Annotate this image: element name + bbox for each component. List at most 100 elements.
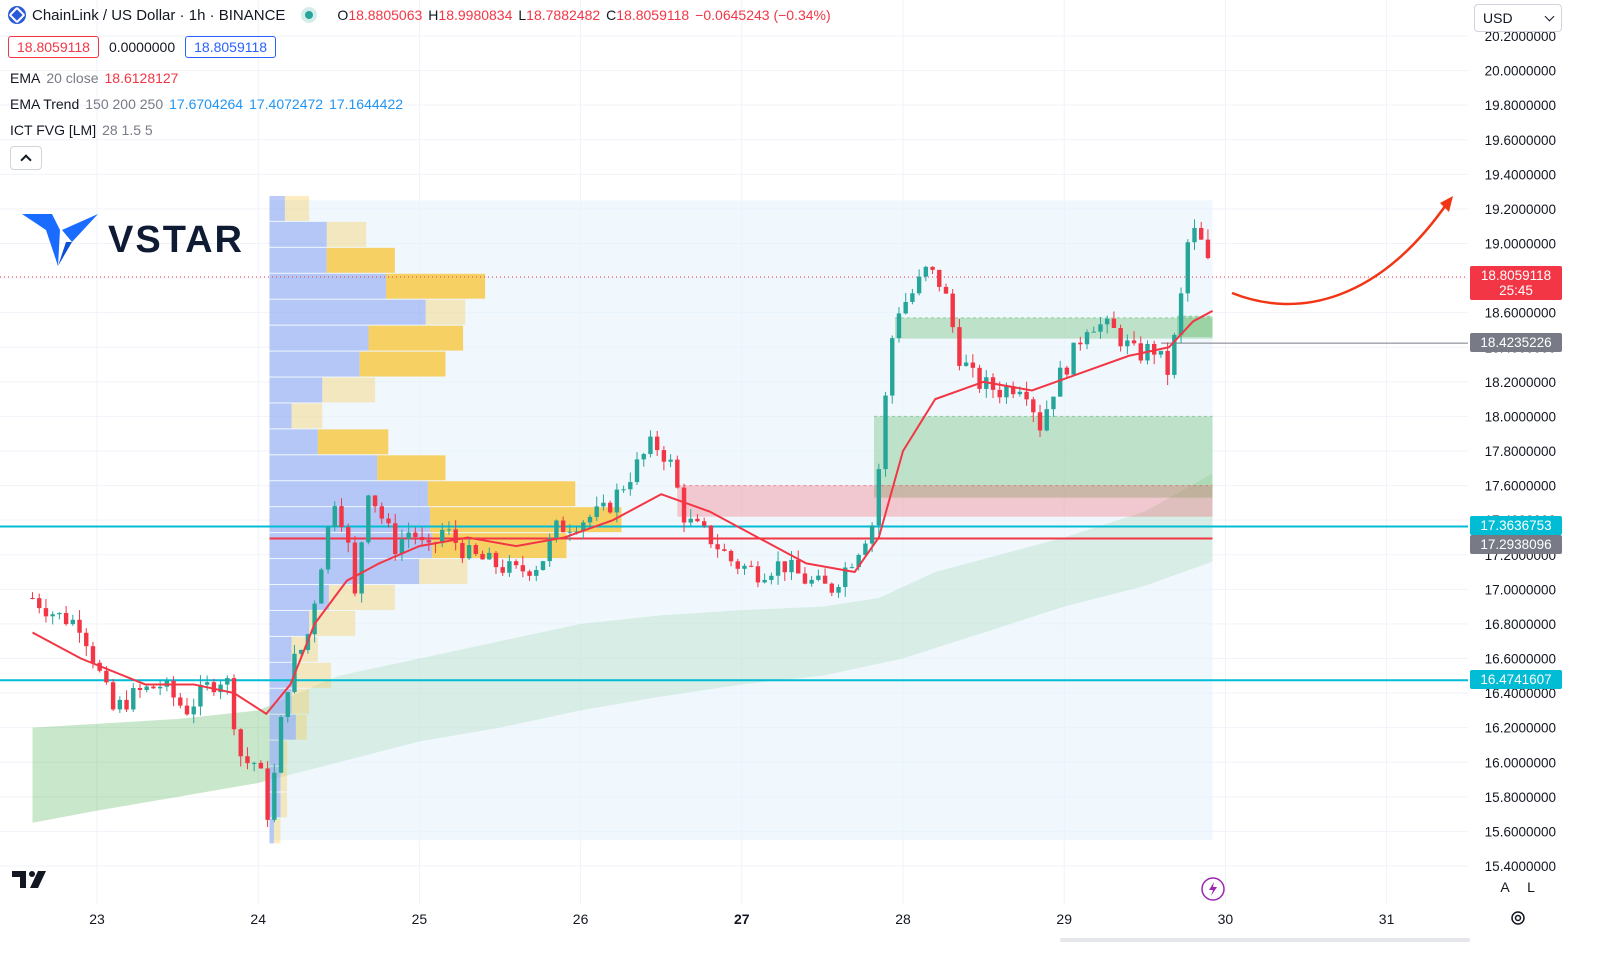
candle-body	[406, 532, 411, 539]
spread-value: 0.0000000	[108, 39, 176, 55]
volume-profile-up-bar	[269, 559, 420, 585]
volume-profile-down-bar	[432, 533, 567, 559]
volume-profile-up-bar	[269, 481, 428, 507]
y-axis-tick-label: 16.8000000	[1485, 617, 1556, 632]
candle-body	[30, 597, 35, 599]
volume-profile-down-bar	[377, 455, 446, 481]
candle-body	[728, 550, 734, 562]
candle-body	[466, 545, 472, 559]
market-open-icon	[305, 11, 314, 19]
candle-body	[124, 699, 129, 710]
candle-body	[634, 459, 640, 483]
currency-select[interactable]: USD	[1474, 4, 1562, 32]
volume-profile-down-bar	[284, 195, 310, 221]
x-axis-tick-label: 25	[412, 911, 428, 927]
x-axis-tick-label: 31	[1379, 911, 1395, 927]
volume-profile-down-bar	[280, 740, 288, 766]
indicator-ema-trend[interactable]: EMA Trend 150 200 250 17.6704264 17.4072…	[10, 96, 404, 112]
volume-profile-down-bar	[280, 766, 288, 792]
candle-body	[540, 561, 546, 571]
candle-body	[762, 579, 767, 583]
volume-profile-down-bar	[326, 221, 367, 247]
fvg-zone-bull	[873, 416, 1213, 498]
candle-body	[393, 523, 398, 554]
log-scale-button[interactable]: L	[1527, 879, 1535, 895]
candle-body	[802, 573, 808, 584]
indicator-ema20[interactable]: EMA 20 close 18.6128127	[10, 70, 179, 86]
candle-body	[554, 520, 559, 539]
candle-body	[63, 612, 69, 625]
volume-profile-up-bar	[269, 273, 387, 299]
symbol-title[interactable]: ChainLink / US Dollar · 1h · BINANCE	[32, 6, 286, 24]
candle-body	[520, 565, 526, 572]
volume-profile-up-bar	[269, 662, 296, 688]
candle-body	[668, 459, 673, 462]
x-axis-tick-label: 26	[573, 911, 589, 927]
candle-body	[446, 529, 452, 531]
candle-body	[493, 552, 499, 568]
trade-boxes: 18.8059118 0.0000000 18.8059118	[8, 36, 277, 58]
volume-profile-down-bar	[295, 662, 332, 688]
candle-body	[1051, 396, 1056, 410]
y-axis-tick-label: 15.4000000	[1485, 859, 1556, 874]
candle-body	[1172, 334, 1177, 375]
candle-body	[641, 454, 646, 460]
candle-body	[816, 575, 821, 580]
buy-button[interactable]: 18.8059118	[185, 36, 277, 58]
volume-profile-up-bar	[269, 351, 360, 377]
candle-body	[916, 276, 922, 294]
indicator-ict-fvg[interactable]: ICT FVG [LM] 28 1.5 5	[10, 122, 153, 138]
ema20-line	[32, 310, 1213, 716]
candle-body	[312, 603, 317, 635]
candle-body	[722, 549, 727, 551]
candle-body	[614, 489, 620, 513]
x-axis-tick-label: 28	[895, 911, 911, 927]
volume-profile-down-bar	[317, 429, 389, 455]
candle-body	[137, 687, 143, 690]
candle-body	[204, 682, 210, 685]
candle-body	[1091, 331, 1096, 333]
volume-profile-down-bar	[419, 559, 468, 585]
candle-body	[231, 678, 237, 730]
candle-body	[319, 569, 324, 604]
candle-body	[628, 482, 633, 490]
candle-body	[37, 598, 42, 609]
lightning-icon[interactable]	[1200, 876, 1226, 902]
candle-body	[715, 544, 720, 550]
candle-body	[278, 717, 284, 773]
candle-body	[346, 527, 351, 543]
collapse-indicators-button[interactable]	[10, 146, 42, 170]
candle-body	[366, 495, 371, 543]
candle-body	[352, 542, 358, 594]
candle-body	[1010, 386, 1016, 395]
scrollbar-thumb[interactable]	[1060, 938, 1470, 942]
candle-body	[1165, 350, 1170, 375]
candle-body	[769, 575, 774, 580]
candle-body	[701, 521, 707, 526]
candle-body	[104, 670, 109, 683]
volume-profile-up-bar	[269, 325, 369, 351]
y-axis-tick-label: 17.6000000	[1485, 479, 1556, 494]
candle-body	[903, 301, 908, 314]
volume-profile-down-bar	[291, 403, 323, 429]
y-axis-tick-label: 16.4000000	[1485, 686, 1556, 701]
sell-button[interactable]: 18.8059118	[8, 36, 99, 58]
tradingview-logo-icon[interactable]	[12, 868, 48, 890]
y-axis-tick-label: 18.6000000	[1485, 306, 1556, 321]
candle-body	[413, 532, 418, 538]
candle-body	[372, 495, 378, 507]
candle-body	[487, 552, 492, 560]
candle-body	[50, 614, 55, 617]
y-axis-tick-label: 16.2000000	[1485, 721, 1556, 736]
candle-body	[57, 612, 62, 615]
candle-body	[997, 389, 1002, 398]
candle-body	[822, 575, 828, 584]
volume-profile-up-bar	[269, 429, 318, 455]
candle-body	[272, 772, 277, 820]
gear-icon[interactable]	[1508, 908, 1528, 928]
auto-scale-button[interactable]: A	[1500, 879, 1510, 895]
cyan-line-price-tag-lower: 16.4741607	[1470, 670, 1562, 689]
candle-body	[1024, 391, 1029, 400]
candle-body	[1138, 343, 1143, 361]
